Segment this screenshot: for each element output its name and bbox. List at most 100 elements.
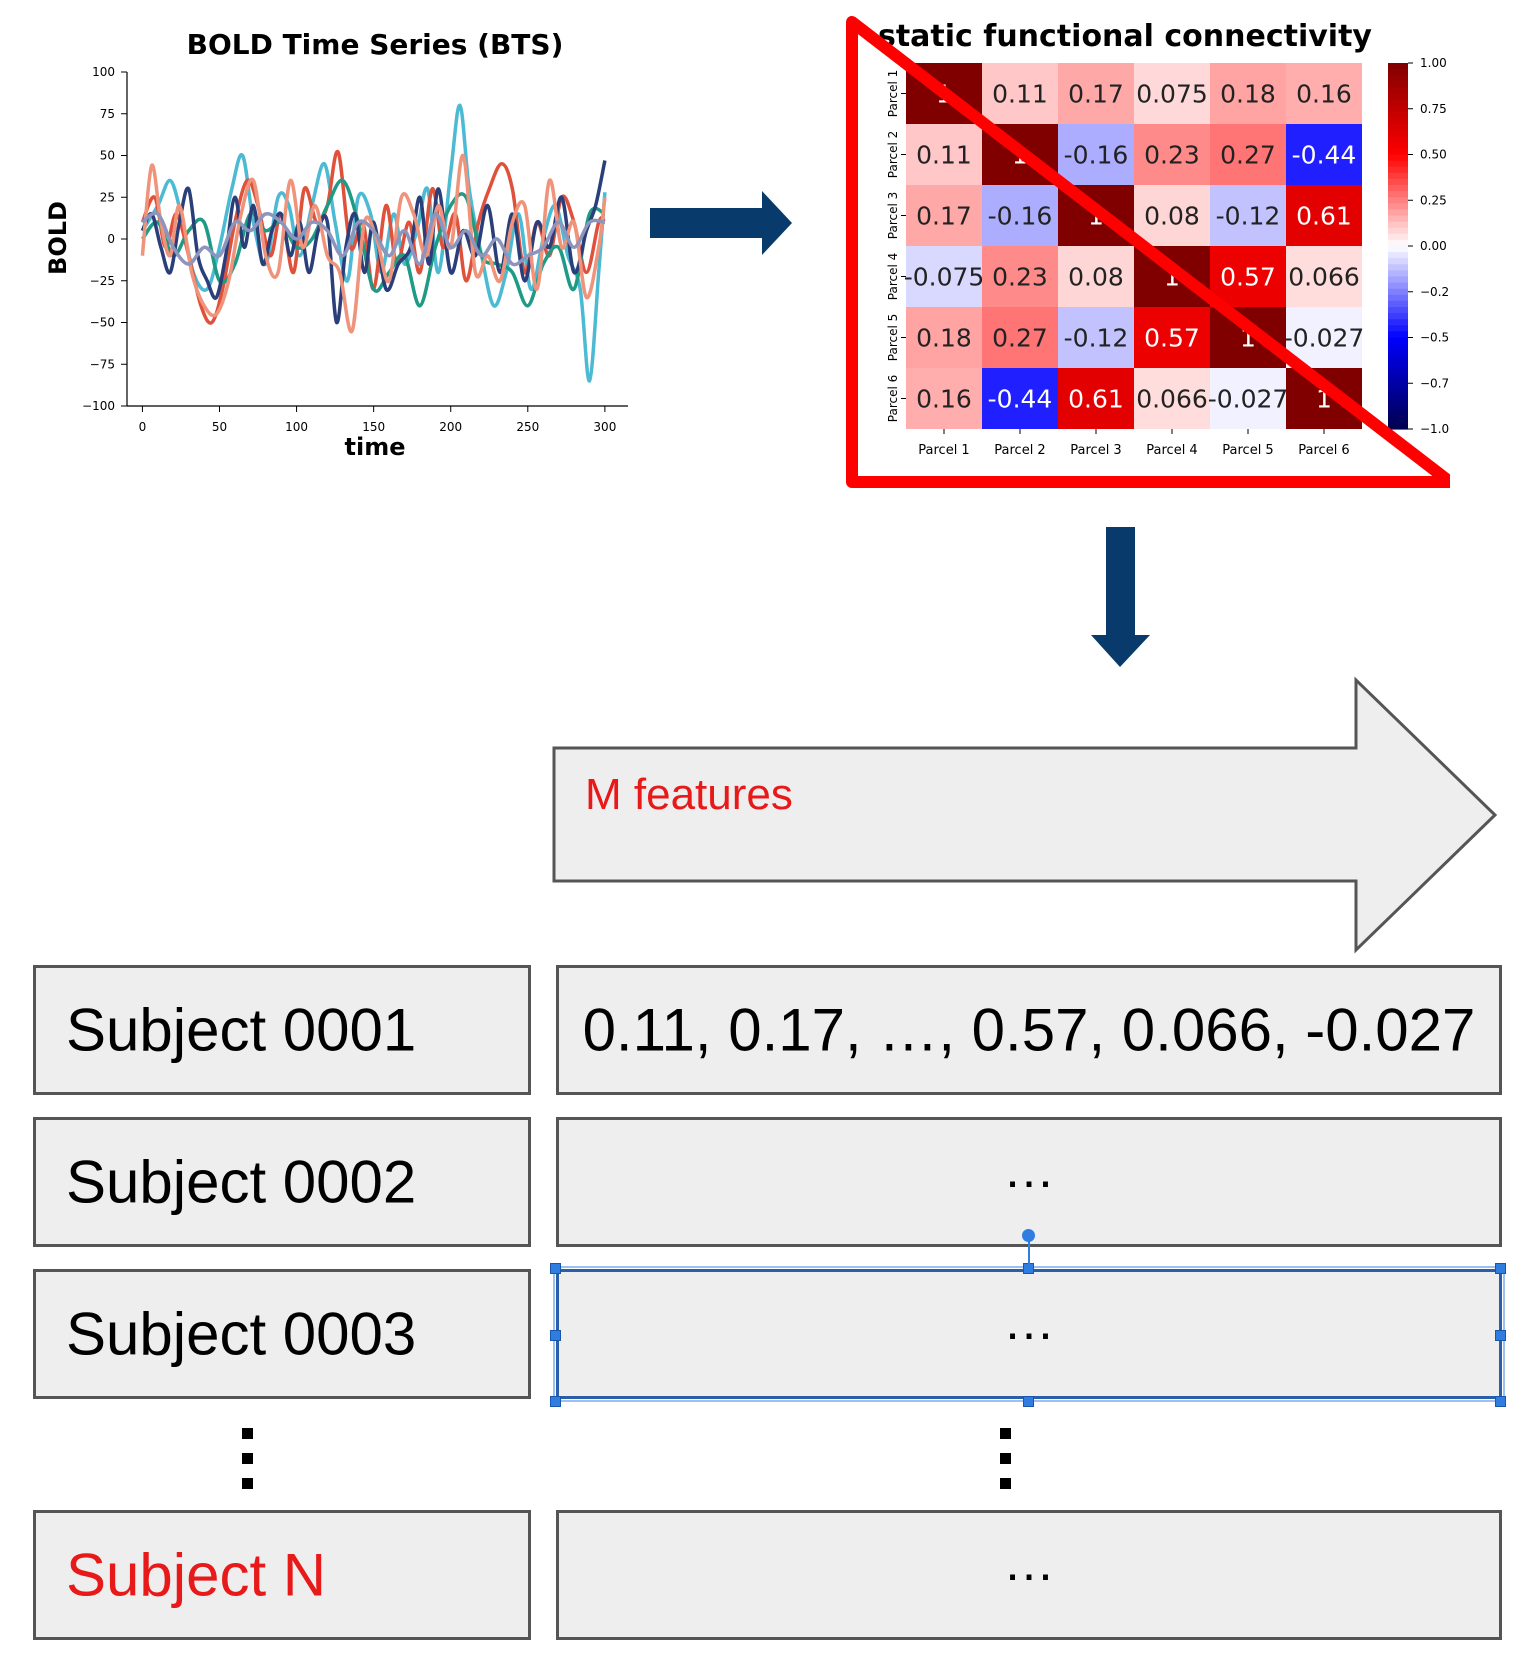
- colorbar-segment: [1388, 197, 1408, 204]
- subject-row-2-features-box: …: [556, 1117, 1502, 1247]
- resize-handle-bottom-left[interactable]: [550, 1396, 561, 1407]
- colorbar-segment: [1388, 209, 1408, 217]
- colorbar-segment: [1388, 355, 1408, 363]
- colorbar-segment: [1388, 294, 1408, 302]
- fc-cell-label: -0.075: [904, 263, 985, 292]
- colorbar-segment: [1388, 227, 1408, 235]
- fc-cell: [1210, 185, 1286, 246]
- colorbar-segment: [1388, 252, 1408, 259]
- colorbar-segment: [1388, 99, 1408, 107]
- colorbar-segment: [1388, 398, 1408, 406]
- colorbar-segment: [1388, 111, 1408, 119]
- fc-col-label: Parcel 3: [1070, 443, 1121, 458]
- colorbar-segment: [1388, 69, 1408, 76]
- colorbar-segment: [1388, 172, 1408, 180]
- fc-col-label: Parcel 6: [1298, 443, 1349, 458]
- fc-cell-label: -0.16: [988, 202, 1053, 231]
- fc-cell-label: 0.27: [992, 324, 1048, 353]
- x-tick-label: 150: [362, 420, 385, 434]
- fc-row-label: Parcel 4: [886, 253, 900, 300]
- fc-cell-label: 0.11: [992, 80, 1048, 109]
- colorbar-segment: [1388, 124, 1408, 131]
- resize-handle-bottom[interactable]: [1023, 1396, 1034, 1407]
- colorbar-segment: [1388, 142, 1408, 149]
- colorbar-tick-label: 0.50: [1420, 148, 1447, 162]
- y-tick-label: −100: [82, 399, 115, 413]
- colorbar-segment: [1388, 386, 1408, 393]
- resize-handle-top-right[interactable]: [1495, 1263, 1506, 1274]
- subject-features: …: [1003, 1533, 1055, 1592]
- fc-cell: [1058, 63, 1134, 124]
- bold-series-line-1: [140, 103, 607, 383]
- fc-cell: [982, 246, 1058, 307]
- colorbar-segment: [1388, 81, 1408, 88]
- bold-series-line-4: [140, 160, 607, 325]
- colorbar-segment: [1388, 416, 1408, 424]
- resize-handle-right[interactable]: [1495, 1330, 1506, 1341]
- subject-row-3-name-box: Subject 0003: [33, 1269, 531, 1399]
- fc-cell: [1286, 246, 1362, 307]
- colorbar-segment: [1388, 410, 1408, 418]
- fc-cell-label: -0.027: [1208, 385, 1289, 414]
- fc-cell: [1286, 63, 1362, 124]
- fc-cell-label: -0.12: [1216, 202, 1281, 231]
- fc-cell: [906, 246, 982, 307]
- colorbar-segment: [1388, 270, 1408, 278]
- x-tick-label: 100: [285, 420, 308, 434]
- colorbar-segment: [1388, 203, 1408, 210]
- colorbar-segment: [1388, 75, 1408, 82]
- resize-handle-bottom-right[interactable]: [1495, 1396, 1506, 1407]
- colorbar-segment: [1388, 130, 1408, 137]
- y-tick-label: 75: [100, 107, 115, 121]
- features-arrow: [552, 676, 1498, 954]
- colorbar-segment: [1388, 117, 1408, 125]
- fc-col-label: Parcel 1: [918, 443, 969, 458]
- down-arrow-icon: [1091, 527, 1150, 667]
- vertical-ellipsis-features: [1000, 1428, 1012, 1503]
- fc-cell-label: 0.066: [1288, 263, 1360, 292]
- colorbar-segment: [1388, 349, 1408, 357]
- colorbar-tick-label: −0.50: [1420, 331, 1450, 345]
- colorbar-segment: [1388, 337, 1408, 345]
- upper-triangle-highlight: [846, 16, 1450, 488]
- colorbar-segment: [1388, 288, 1408, 296]
- colorbar-segment: [1388, 239, 1408, 247]
- fc-row-label: Parcel 6: [886, 375, 900, 422]
- fc-cell: [906, 368, 982, 429]
- fc-cell-label: -0.16: [1064, 141, 1129, 170]
- subject-row-1-features-box: 0.11, 0.17, …, 0.57, 0.066, -0.027: [556, 965, 1502, 1095]
- colorbar-segment: [1388, 105, 1408, 113]
- resize-handle-left[interactable]: [550, 1330, 561, 1341]
- fc-cell-label: 0.075: [1136, 80, 1208, 109]
- fc-row-label: Parcel 1: [886, 70, 900, 117]
- subject-row-n-features-box: …: [556, 1510, 1502, 1640]
- fc-row-label: Parcel 3: [886, 192, 900, 239]
- fc-cell: [1058, 368, 1134, 429]
- subject-row-1-name-box: Subject 0001: [33, 965, 531, 1095]
- rotate-handle[interactable]: [1022, 1229, 1035, 1242]
- selection-frame: [553, 1266, 1505, 1402]
- fc-cell-label: 0.27: [1220, 141, 1276, 170]
- fc-cell-label: 0.08: [1144, 202, 1200, 231]
- fc-cell: [1134, 63, 1210, 124]
- fc-cell: [1286, 124, 1362, 185]
- resize-handle-top-left[interactable]: [550, 1263, 561, 1274]
- colorbar-tick-label: 0.75: [1420, 102, 1447, 116]
- fc-cell-label: -0.027: [1284, 324, 1365, 353]
- y-tick-label: 100: [92, 65, 115, 79]
- colorbar-segment: [1388, 325, 1408, 332]
- fc-cell: [1134, 185, 1210, 246]
- colorbar-segment: [1388, 282, 1408, 290]
- fc-cell-label: 0.57: [1144, 324, 1200, 353]
- fc-cell-label: -0.44: [1292, 141, 1357, 170]
- static-fc-heatmap: static functional connectivity 1 0.11 0.17…: [846, 16, 1450, 488]
- colorbar-segment: [1388, 160, 1408, 168]
- subject-name: Subject 0003: [66, 1300, 417, 1368]
- right-arrow-icon: [650, 191, 792, 255]
- fc-cell: [982, 185, 1058, 246]
- colorbar-segment: [1388, 307, 1408, 314]
- colorbar-segment: [1388, 166, 1408, 174]
- colorbar-segment: [1388, 233, 1408, 241]
- bold-chart-title: BOLD Time Series (BTS): [187, 28, 564, 61]
- fc-cell: [982, 368, 1058, 429]
